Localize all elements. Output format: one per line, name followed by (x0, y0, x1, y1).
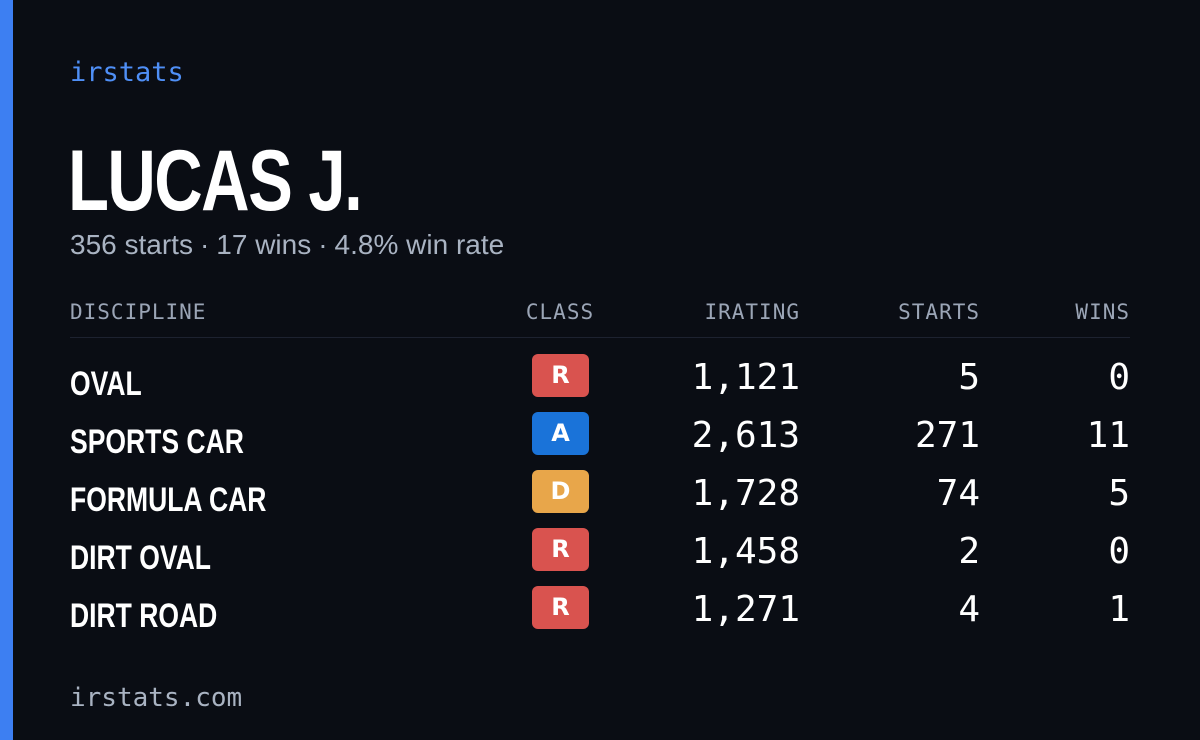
accent-bar (0, 0, 13, 740)
wins-value: 11 (1086, 415, 1130, 456)
class-badge: D (532, 470, 589, 513)
header-irating: IRATING (704, 300, 800, 324)
starts-value: 74 (936, 473, 980, 514)
irating-value: 1,728 (691, 473, 800, 514)
starts-value: 271 (914, 415, 980, 456)
irating-value: 1,271 (691, 589, 800, 630)
table-row: OVAL R 1,121 5 0 (70, 350, 1130, 408)
starts-value: 5 (958, 357, 980, 398)
class-badge: R (532, 354, 589, 397)
table-row: SPORTS CAR A 2,613 271 11 (70, 408, 1130, 466)
class-badge: R (532, 586, 589, 629)
class-badge: A (532, 412, 589, 455)
header-wins: WINS (1075, 300, 1130, 324)
table-row: FORMULA CAR D 1,728 74 5 (70, 466, 1130, 524)
discipline-name: DIRT ROAD (70, 597, 218, 635)
summary-separator: · (318, 229, 328, 260)
class-badge: R (532, 528, 589, 571)
table-header: DISCIPLINE CLASS IRATING STARTS WINS (70, 300, 1130, 330)
irating-value: 1,121 (691, 357, 800, 398)
header-starts: STARTS (898, 300, 980, 324)
footer-url: irstats.com (70, 683, 243, 713)
wins-value: 0 (1108, 357, 1130, 398)
discipline-name: DIRT OVAL (70, 539, 211, 577)
discipline-table: OVAL R 1,121 5 0 SPORTS CAR A 2,613 271 … (70, 350, 1130, 640)
wins-value: 0 (1108, 531, 1130, 572)
win-rate-summary: 4.8% win rate (334, 229, 505, 260)
discipline-name: FORMULA CAR (70, 481, 267, 519)
header-discipline: DISCIPLINE (70, 300, 207, 324)
starts-value: 4 (958, 589, 980, 630)
wins-value: 1 (1108, 589, 1130, 630)
summary-separator: · (199, 229, 210, 260)
wins-value: 5 (1108, 473, 1130, 514)
irating-value: 1,458 (691, 531, 800, 572)
discipline-name: SPORTS CAR (70, 423, 244, 461)
discipline-name: OVAL (70, 365, 142, 403)
starts-value: 2 (958, 531, 980, 572)
header-class: CLASS (525, 300, 595, 324)
starts-summary: 356 starts (70, 229, 193, 260)
player-summary: 356 starts · 17 wins · 4.8% win rate (70, 228, 504, 262)
table-row: DIRT ROAD R 1,271 4 1 (70, 582, 1130, 640)
table-row: DIRT OVAL R 1,458 2 0 (70, 524, 1130, 582)
wins-summary: 17 wins (216, 229, 312, 260)
header-divider (70, 337, 1130, 338)
irating-value: 2,613 (691, 415, 800, 456)
brand-logo: irstats (70, 57, 184, 88)
player-name: LUCAS J. (68, 133, 363, 229)
